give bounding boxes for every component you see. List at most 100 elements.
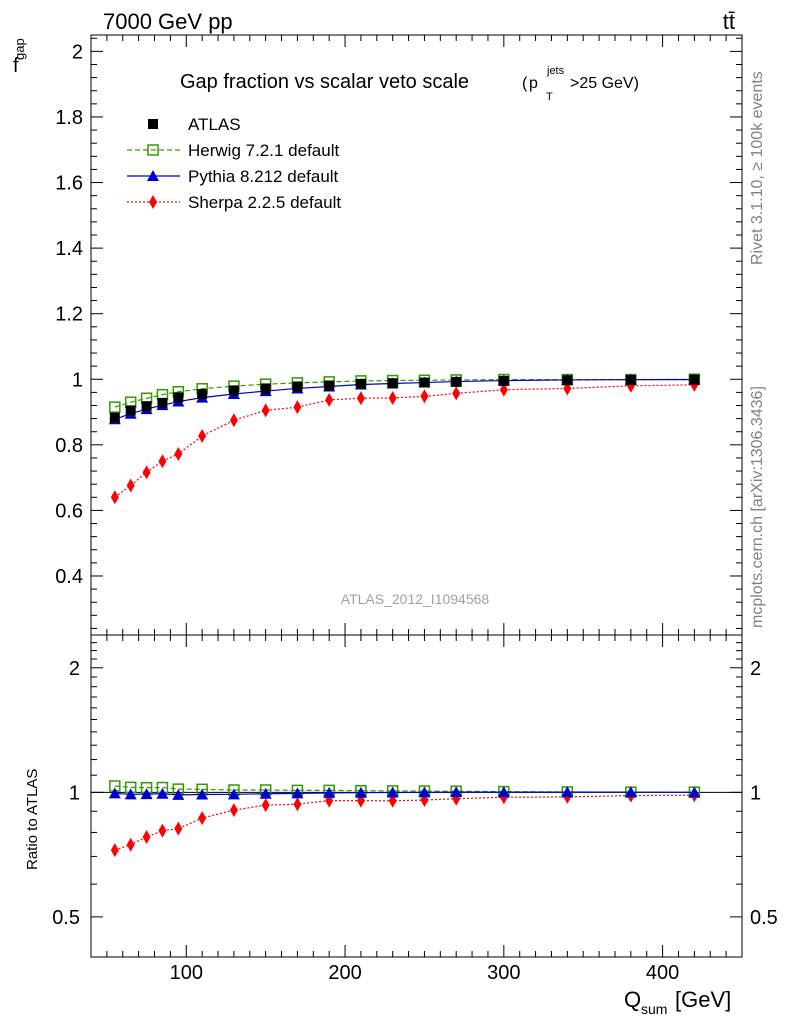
legend-atlas-marker <box>148 119 158 129</box>
analysis-label: ATLAS_2012_I1094568 <box>341 591 490 607</box>
atlas-point <box>292 381 303 392</box>
legend: ATLAS Herwig 7.2.1 default Pythia 8.212 de… <box>127 115 341 212</box>
rivet-label: Rivet 3.1.10, ≥ 100k events <box>749 71 766 265</box>
x-tick-label: 400 <box>646 962 679 984</box>
atlas-point <box>197 389 208 400</box>
atlas-point <box>125 405 136 416</box>
x-axis-label-sub: sum <box>641 1001 667 1017</box>
legend-pythia-marker <box>147 170 159 181</box>
sherpa-point <box>388 390 397 405</box>
pythia-ratio-point <box>418 786 431 798</box>
y-tick-label: 1.8 <box>55 107 83 129</box>
sherpa-ratio-point <box>229 803 238 818</box>
atlas-point <box>498 375 509 386</box>
title-cut-sub: T <box>546 91 553 103</box>
sherpa-point <box>293 400 302 415</box>
pythia-ratio-point <box>124 788 137 800</box>
sherpa-ratio-point <box>293 797 302 812</box>
title-cut-p: p <box>529 75 538 92</box>
y-tick-label: 1.4 <box>55 238 83 260</box>
legend-herwig-marker <box>147 144 159 156</box>
y-tick-label: 0.6 <box>55 500 83 522</box>
sherpa-point <box>325 392 334 407</box>
sherpa-point <box>261 403 270 418</box>
pythia-ratio-point <box>140 788 153 800</box>
sherpa-point <box>356 391 365 406</box>
sherpa-point <box>198 428 207 443</box>
y-tick-label: 1 <box>72 369 83 391</box>
y-tick-label: 0.8 <box>55 435 83 457</box>
pythia-ratio-point <box>561 786 574 798</box>
pythia-ratio-point <box>497 786 510 798</box>
sherpa-point <box>142 465 151 480</box>
pythia-ratio-point <box>172 788 185 800</box>
herwig-point <box>109 401 121 413</box>
legend-pythia-label: Pythia 8.212 default <box>188 167 339 186</box>
legend-sherpa-marker <box>149 195 157 209</box>
atlas-point <box>562 375 573 386</box>
pythia-ratio-point <box>624 786 637 798</box>
pythia-ratio-point <box>450 786 463 798</box>
title-cut-value: >25 GeV) <box>570 75 639 92</box>
axes-layer: 100 200 300 400 0.4 0.6 0.8 1 1.2 1.4 1.6 1.8 2 0.5 0.… <box>52 34 778 984</box>
atlas-point <box>689 374 700 385</box>
y-tick-label: 1.2 <box>55 304 83 326</box>
ratio-y-tick-label-right: 1 <box>750 782 761 804</box>
y-tick-label: 0.4 <box>55 566 83 588</box>
title-cut-open: ( <box>522 75 528 92</box>
legend-herwig-label: Herwig 7.2.1 default <box>188 141 339 160</box>
y-axis-label-main: f <box>13 55 19 77</box>
atlas-point <box>141 401 152 412</box>
energy-label: 7000 GeV pp <box>103 9 233 34</box>
sherpa-point <box>229 413 238 428</box>
x-tick-label: 100 <box>170 962 203 984</box>
sherpa-point <box>420 389 429 404</box>
legend-sherpa-label: Sherpa 2.2.5 default <box>188 193 341 212</box>
x-tick-label: 200 <box>328 962 361 984</box>
ratio-y-tick-label-right: 2 <box>750 658 761 680</box>
atlas-point <box>228 385 239 396</box>
sherpa-ratio-point <box>110 843 119 858</box>
x-axis-label-main: Q <box>624 987 641 1012</box>
atlas-point <box>260 383 271 394</box>
sherpa-point <box>110 490 119 505</box>
legend-atlas-label: ATLAS <box>188 115 241 134</box>
main-series-layer <box>108 373 701 505</box>
atlas-point <box>419 377 430 388</box>
atlas-point <box>109 412 120 423</box>
pythia-ratio-point <box>227 788 240 800</box>
sherpa-ratio-point <box>174 821 183 836</box>
pythia-ratio-point <box>688 786 701 798</box>
ratio-y-tick-label-left: 2 <box>69 658 80 680</box>
y-tick-label: 2 <box>72 41 83 63</box>
ratio-y-axis-label: Ratio to ATLAS <box>24 769 41 870</box>
sherpa-ratio-point <box>198 811 207 826</box>
sherpa-point <box>174 447 183 462</box>
ratio-y-tick-label-left: 0.5 <box>52 907 80 929</box>
sherpa-point <box>126 478 135 493</box>
sherpa-ratio-point <box>142 829 151 844</box>
y-tick-label: 1.6 <box>55 173 83 195</box>
title-cut-sup: jets <box>546 65 565 77</box>
atlas-point <box>324 380 335 391</box>
ratio-frame <box>90 634 743 958</box>
mcplots-label: mcplots.cern.ch [arXiv:1306.3436] <box>749 386 766 628</box>
ratio-series-layer <box>91 780 742 858</box>
pythia-ratio-point <box>323 786 336 798</box>
sherpa-point <box>452 386 461 401</box>
x-axis-label-unit: [GeV] <box>675 987 731 1012</box>
atlas-point <box>355 378 366 389</box>
sherpa-point <box>499 382 508 397</box>
pythia-ratio-point <box>354 786 367 798</box>
sherpa-ratio-point <box>158 823 167 838</box>
atlas-point <box>387 378 398 389</box>
pythia-ratio-point <box>196 788 209 800</box>
ratio-y-tick-label-right: 0.5 <box>750 907 778 929</box>
sherpa-point <box>158 454 167 469</box>
ratio-y-tick-label-left: 1 <box>69 782 80 804</box>
atlas-point <box>173 392 184 403</box>
pythia-ratio-point <box>259 787 272 799</box>
atlas-point <box>157 397 168 408</box>
sherpa-ratio-point <box>261 798 270 813</box>
